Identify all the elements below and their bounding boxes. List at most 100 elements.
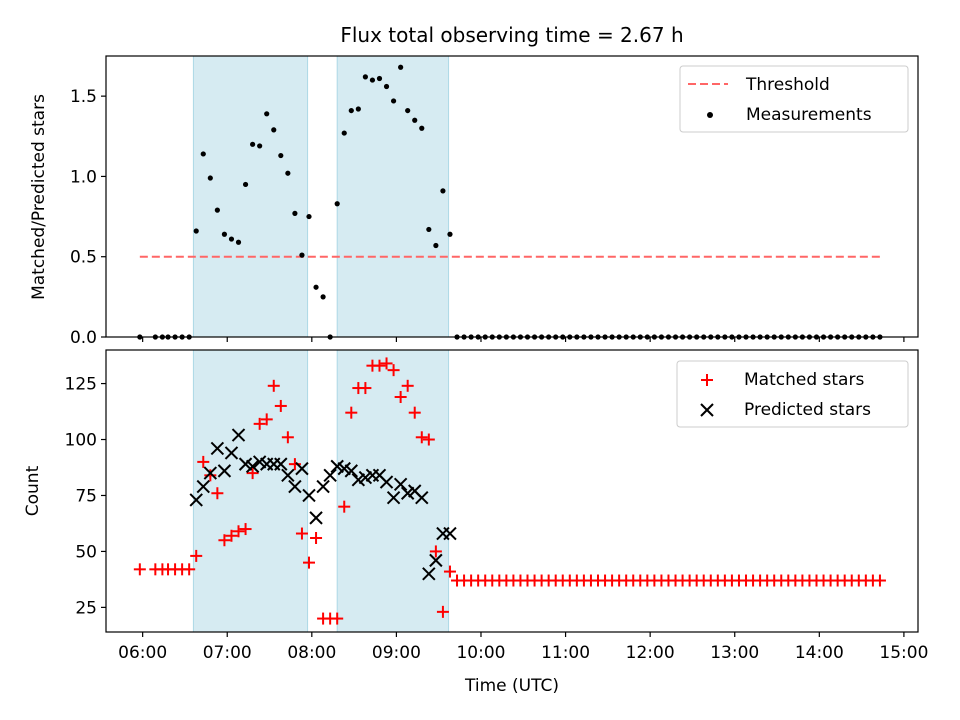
measurement-point bbox=[440, 188, 446, 194]
matched-star-point bbox=[204, 469, 217, 482]
matched-star-point bbox=[295, 527, 308, 540]
x-tick-label: 14:00 bbox=[795, 643, 844, 663]
measurement-point bbox=[228, 236, 235, 242]
shaded-interval bbox=[336, 349, 450, 633]
top-y-tick-label: 0.0 bbox=[70, 328, 97, 348]
predicted-star-point bbox=[274, 457, 288, 471]
predicted-star-point bbox=[309, 511, 323, 525]
measurement-point bbox=[214, 207, 220, 213]
predicted-star-point bbox=[422, 567, 436, 581]
measurement-point bbox=[419, 125, 425, 131]
matched-star-point bbox=[443, 565, 456, 578]
measurement-point bbox=[250, 141, 256, 147]
x-tick-label: 09:00 bbox=[372, 643, 421, 663]
matched-star-point bbox=[281, 431, 294, 444]
predicted-star-point bbox=[316, 479, 330, 494]
measurement-point bbox=[235, 239, 242, 245]
measurement-point bbox=[433, 242, 439, 249]
matched-star-point bbox=[183, 563, 196, 576]
measurement-point bbox=[292, 210, 298, 216]
matched-star-point bbox=[133, 563, 146, 576]
predicted-star-point bbox=[288, 479, 302, 494]
matched-star-point bbox=[401, 379, 414, 392]
matched-star-point bbox=[338, 500, 351, 513]
shaded-interval bbox=[192, 55, 309, 338]
top-legend-box bbox=[679, 65, 909, 133]
measurement-point bbox=[306, 213, 312, 220]
matched-star-point bbox=[873, 574, 886, 587]
predicted-star-point bbox=[224, 446, 239, 460]
matched-star-point bbox=[429, 545, 442, 558]
matched-star-point bbox=[274, 399, 287, 412]
matched-star-point bbox=[310, 532, 323, 544]
predicted-star-point bbox=[429, 553, 443, 568]
bottom-y-tick-label: 100 bbox=[65, 431, 97, 451]
measurement-point bbox=[221, 231, 228, 237]
top-shaded-regions bbox=[192, 55, 450, 338]
bottom-x-ticks: 06:00 07:00 08:00 09:00 10:00 11:00 12:00 13:00… bbox=[118, 632, 928, 663]
bottom-shaded-regions bbox=[192, 349, 450, 633]
bottom-panel: 06:00 07:00 08:00 09:00 10:00 11:00 12:00 13:00… bbox=[23, 349, 928, 696]
matched-star-point bbox=[387, 364, 400, 377]
predicted-star-point bbox=[386, 491, 401, 505]
predicted-star-point bbox=[379, 475, 394, 489]
matched-star-point bbox=[225, 529, 238, 542]
legend-threshold-label: Threshold bbox=[745, 75, 830, 95]
top-y-tick-label: 1.0 bbox=[70, 167, 97, 187]
matched-star-point bbox=[408, 406, 421, 419]
measurement-point bbox=[376, 75, 383, 82]
top-plot-frame bbox=[105, 55, 919, 338]
bottom-y-tick-label: 25 bbox=[75, 598, 97, 618]
measurement-point bbox=[299, 252, 305, 258]
top-x-ticks bbox=[142, 337, 905, 342]
bottom-plot-frame bbox=[105, 349, 919, 633]
matched-star-point bbox=[359, 382, 372, 395]
matched-star-point bbox=[415, 431, 428, 444]
predicted-star-point bbox=[344, 464, 358, 478]
matched-star-point bbox=[436, 605, 449, 618]
predicted-star-point bbox=[203, 466, 218, 480]
measurement-point bbox=[271, 127, 277, 133]
x-tick-label: 06:00 bbox=[118, 643, 167, 663]
shaded-interval bbox=[192, 349, 309, 633]
measurement-point bbox=[383, 83, 390, 90]
predicted-star-point bbox=[210, 441, 225, 456]
matched-star-point bbox=[260, 413, 273, 426]
bottom-legend: Matched stars Predicted stars bbox=[676, 360, 909, 428]
top-y-ticks: 0.0 0.5 1.0 1.5 bbox=[70, 87, 106, 348]
legend-matched-swatch bbox=[701, 374, 713, 386]
measurement-point bbox=[369, 77, 376, 83]
matched-stars-points bbox=[133, 357, 886, 625]
predicted-star-point bbox=[245, 459, 260, 474]
legend-predicted-label: Predicted stars bbox=[744, 400, 871, 420]
x-tick-label: 11:00 bbox=[541, 643, 590, 663]
matched-star-point bbox=[232, 525, 245, 538]
measurement-point bbox=[348, 107, 354, 114]
matched-star-point bbox=[288, 458, 301, 471]
matched-star-point bbox=[190, 549, 203, 562]
chart-title: Flux total observing time = 2.67 h bbox=[340, 23, 683, 47]
x-axis-label: Time (UTC) bbox=[464, 676, 559, 696]
predicted-stars-points bbox=[189, 428, 457, 581]
bottom-y-tick-label: 75 bbox=[75, 486, 97, 506]
x-tick-label: 07:00 bbox=[203, 643, 252, 663]
measurement-point bbox=[447, 231, 453, 237]
bottom-y-axis-label: Count bbox=[23, 465, 43, 516]
bottom-y-tick-label: 50 bbox=[75, 542, 97, 562]
measurement-point bbox=[313, 284, 319, 290]
measurement-point bbox=[405, 107, 411, 114]
predicted-star-point bbox=[443, 526, 457, 541]
predicted-star-point bbox=[281, 468, 295, 483]
top-panel: 0.0 0.5 1.0 1.5 Matched/Predicted stars Thr… bbox=[29, 55, 919, 348]
x-tick-label: 08:00 bbox=[287, 643, 336, 663]
measurement-point bbox=[285, 170, 291, 176]
legend-measurements-swatch bbox=[707, 112, 713, 118]
top-legend: Threshold Measurements bbox=[679, 65, 909, 133]
predicted-star-point bbox=[231, 428, 246, 442]
matched-star-point bbox=[422, 433, 435, 446]
matched-star-point bbox=[218, 534, 231, 547]
measurement-point bbox=[200, 151, 206, 157]
measurement-point bbox=[362, 74, 368, 80]
measurement-point bbox=[426, 226, 432, 233]
